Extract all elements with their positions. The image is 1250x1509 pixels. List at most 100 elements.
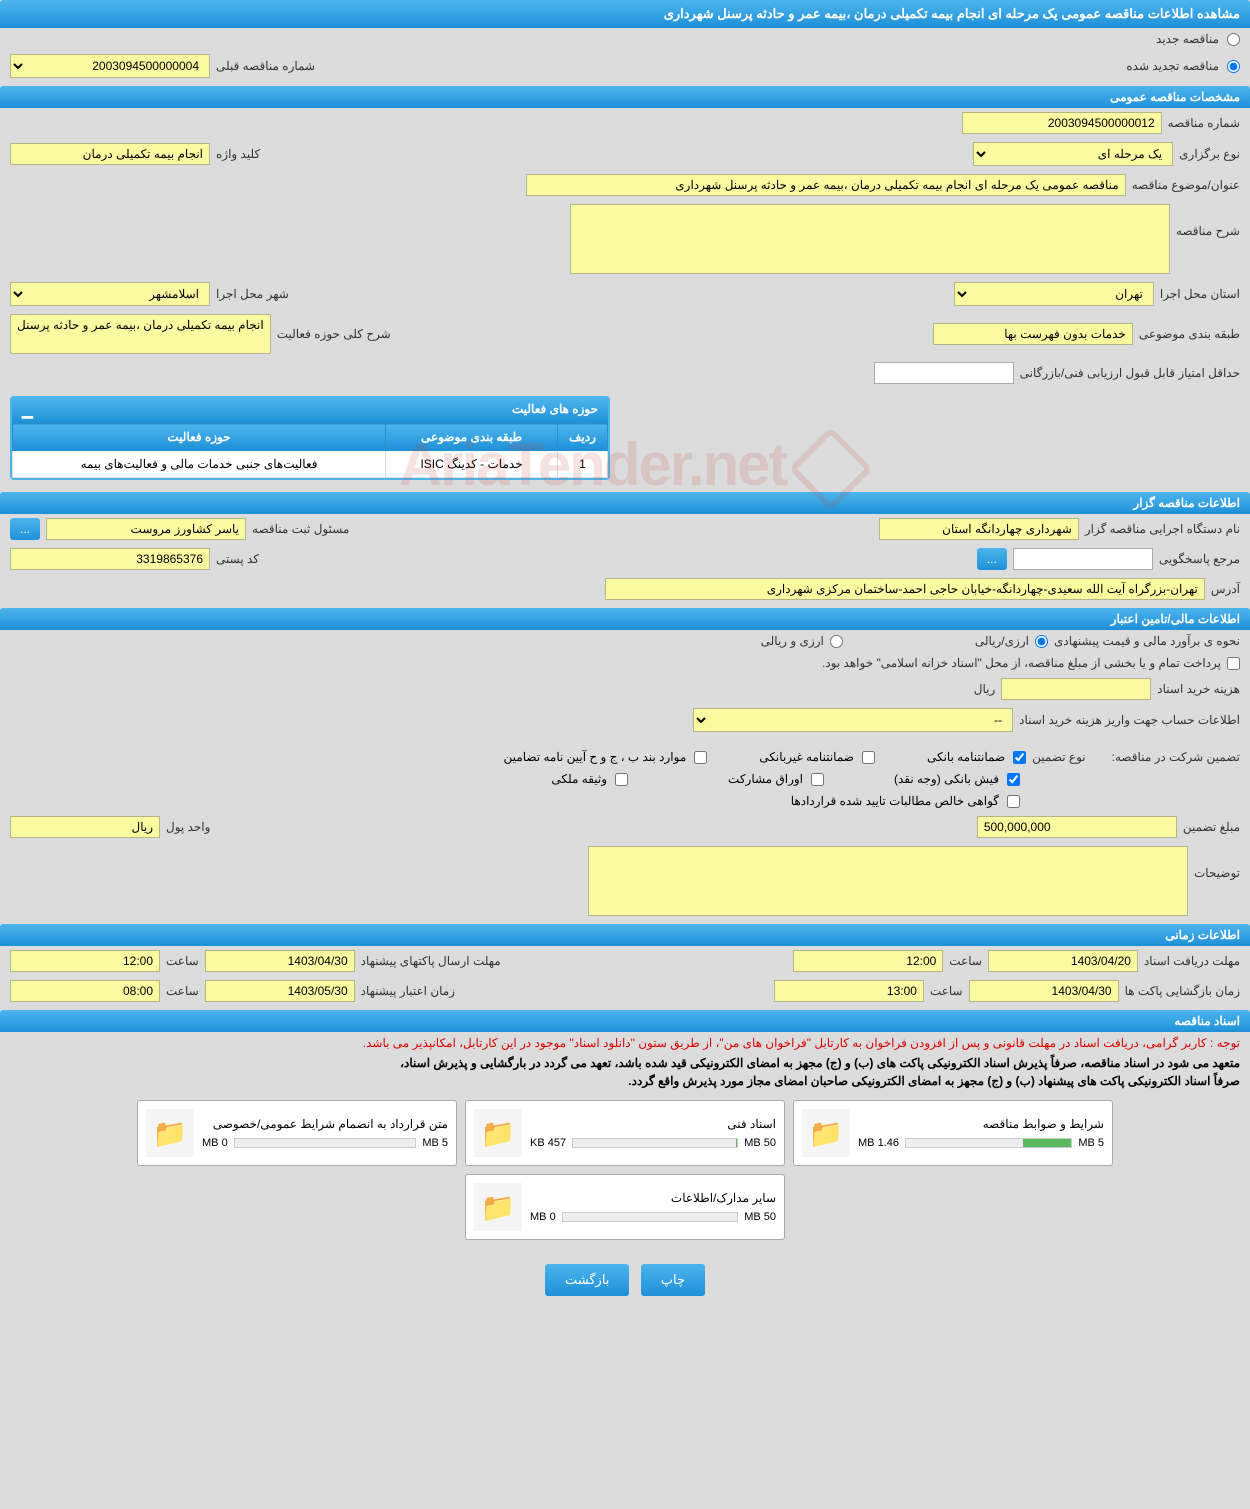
open-date[interactable] [969,980,1119,1002]
col-category: طبقه بندی موضوعی [386,424,558,451]
section-timing: اطلاعات زمانی [0,924,1250,946]
prev-number-label: شماره مناقصه قبلی [216,59,315,73]
chk-demands[interactable] [1007,795,1020,808]
doc-card[interactable]: سایر مدارک/اطلاعات 50 MB 0 MB 📁 [465,1174,785,1240]
chk-nonbank[interactable] [862,751,875,764]
contact-label: مرجع پاسخگویی [1159,552,1240,566]
activity-panel: حوزه های فعالیت ▁ ردیف طبقه بندی موضوعی … [10,396,610,480]
col-row: ردیف [558,424,608,451]
province-label: استان محل اجرا [1160,287,1240,301]
scope-label: شرح کلی حوزه فعالیت [277,327,391,341]
folder-icon: 📁 [474,1183,522,1231]
min-score-input[interactable] [874,362,1014,384]
unit-label: واحد پول [166,820,210,834]
folder-icon: 📁 [146,1109,194,1157]
more-button[interactable]: ... [10,518,40,540]
radio-renewed[interactable] [1227,60,1240,73]
chk-bonds[interactable] [811,773,824,786]
notice2: صرفاً اسناد الکترونیکی پاکت های پیشنهاد … [0,1072,1250,1090]
chk-bank[interactable] [1013,751,1026,764]
progress-bar [562,1212,739,1222]
notes-textarea[interactable] [588,846,1188,916]
notice-red: توجه : کاربر گرامی، دریافت اسناد در مهلت… [0,1032,1250,1054]
title-input[interactable] [526,174,1126,196]
title-label: عنوان/موضوع مناقصه [1132,178,1240,192]
chk-cash[interactable] [1007,773,1020,786]
radio-arz-label: ارزی و ریالی [761,634,824,648]
doc-card[interactable]: متن قرارداد به انضمام شرایط عمومی/خصوصی … [137,1100,457,1166]
folder-icon: 📁 [474,1109,522,1157]
notes-label: توضیحات [1194,846,1240,880]
minimize-icon[interactable]: ▁ [22,402,33,419]
type-label: نوع برگزاری [1179,147,1240,161]
address-input[interactable] [605,578,1205,600]
type-select[interactable]: یک مرحله ای [973,142,1173,166]
radio-new[interactable] [1227,33,1240,46]
chk-regs[interactable] [694,751,707,764]
submit-date[interactable] [205,950,355,972]
doc-title: سایر مدارک/اطلاعات [530,1191,776,1205]
doc-card[interactable]: شرایط و ضوابط مناقصه 5 MB 1.46 MB 📁 [793,1100,1113,1166]
radio-rial[interactable] [1035,635,1048,648]
valid-time[interactable] [10,980,160,1002]
doc-title: متن قرارداد به انضمام شرایط عمومی/خصوصی [202,1117,448,1131]
back-button[interactable]: بازگشت [545,1264,629,1296]
unit-input[interactable] [10,816,160,838]
open-time[interactable] [774,980,924,1002]
keyword-input[interactable] [10,143,210,165]
doc-title: شرایط و ضوابط مناقصه [858,1117,1104,1131]
notice1: متعهد می شود در اسناد مناقصه، صرفاً پذیر… [0,1054,1250,1072]
receive-label: مهلت دریافت اسناد [1144,954,1240,968]
number-label: شماره مناقصه [1168,116,1240,130]
open-time-label: ساعت [930,984,963,998]
contact-more-button[interactable]: ... [977,548,1007,570]
city-select[interactable]: اسلامشهر [10,282,210,306]
desc-textarea[interactable] [570,204,1170,274]
chk-treasury[interactable] [1227,657,1240,670]
account-select[interactable]: -- [693,708,1013,732]
responsible-label: مسئول ثبت مناقصه [252,522,349,536]
prev-number-select[interactable]: 2003094500000004 [10,54,210,78]
valid-time-label: ساعت [166,984,199,998]
section-tenderer: اطلاعات مناقصه گزار [0,492,1250,514]
progress-bar [572,1138,738,1148]
activity-table: ردیف طبقه بندی موضوعی حوزه فعالیت 1 خدما… [12,423,608,478]
folder-icon: 📁 [802,1109,850,1157]
doc-title: اسناد فنی [530,1117,776,1131]
chk-property[interactable] [615,773,628,786]
section-general: مشخصات مناقصه عمومی [0,86,1250,108]
postal-label: کد پستی [216,552,259,566]
doc-cost-input[interactable] [1001,678,1151,700]
amount-input[interactable] [977,816,1177,838]
receive-time[interactable] [793,950,943,972]
org-input[interactable] [879,518,1079,540]
col-scope: حوزه فعالیت [13,424,386,451]
contact-input[interactable] [1013,548,1153,570]
valid-date[interactable] [205,980,355,1002]
number-input[interactable] [962,112,1162,134]
category-input[interactable] [933,323,1133,345]
valid-label: زمان اعتبار پیشنهاد [361,984,455,998]
desc-label: شرح مناقصه [1176,204,1240,238]
scope-select[interactable]: انجام بیمه تکمیلی درمان ،بیمه عمر و حادث… [10,314,271,354]
account-label: اطلاعات حساب جهت واریز هزینه خرید اسناد [1019,713,1240,727]
payment-note: پرداخت تمام و یا بخشی از مبلغ مناقصه، از… [822,656,1221,670]
city-label: شهر محل اجرا [216,287,289,301]
amount-label: مبلغ تضمین [1183,820,1240,834]
print-button[interactable]: چاپ [641,1264,705,1296]
guarantee-type-label: نوع تضمین [1032,750,1085,764]
activity-title: حوزه های فعالیت [512,402,598,419]
submit-time-label: ساعت [166,954,199,968]
estimate-label: نحوه ی برآورد مالی و قیمت پیشنهادی [1054,634,1240,648]
postal-input[interactable] [10,548,210,570]
province-select[interactable]: تهران [954,282,1154,306]
receive-date[interactable] [988,950,1138,972]
radio-arz[interactable] [830,635,843,648]
org-label: نام دستگاه اجرایی مناقصه گزار [1085,522,1240,536]
address-label: آدرس [1211,582,1240,596]
doc-card[interactable]: اسناد فنی 50 MB 457 KB 📁 [465,1100,785,1166]
responsible-input[interactable] [46,518,246,540]
radio-renewed-label: مناقصه تجدید شده [1126,59,1219,73]
submit-time[interactable] [10,950,160,972]
keyword-label: کلید واژه [216,147,260,161]
